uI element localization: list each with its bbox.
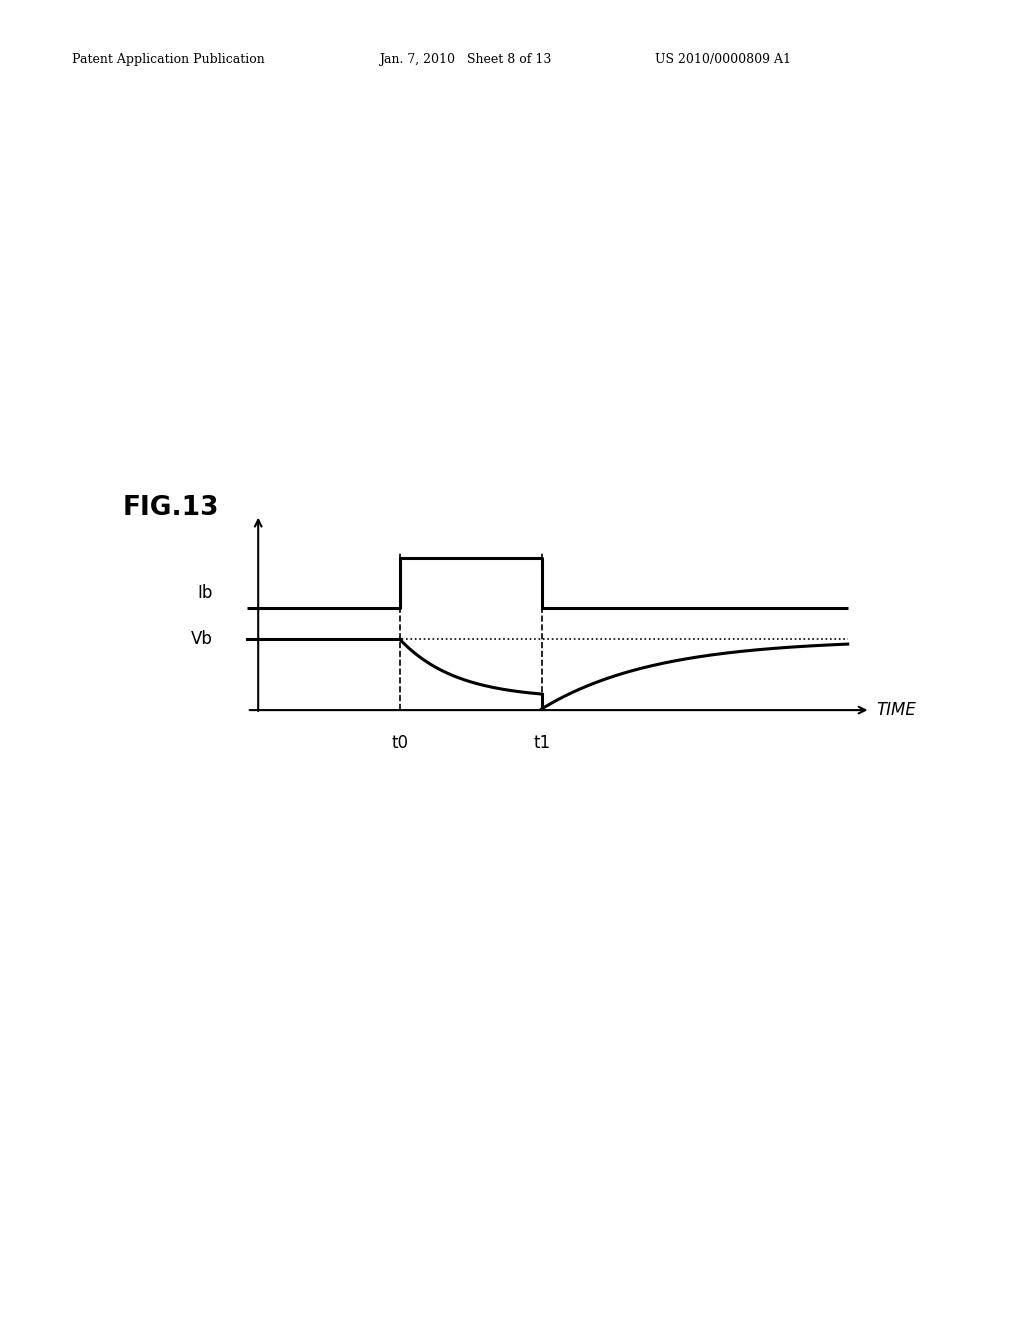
Text: TIME: TIME <box>877 701 915 719</box>
Text: Patent Application Publication: Patent Application Publication <box>72 53 264 66</box>
Text: t1: t1 <box>534 734 550 752</box>
Text: Jan. 7, 2010   Sheet 8 of 13: Jan. 7, 2010 Sheet 8 of 13 <box>379 53 551 66</box>
Text: Vb: Vb <box>190 631 213 648</box>
Text: FIG.13: FIG.13 <box>123 495 219 521</box>
Text: Ib: Ib <box>198 583 213 602</box>
Text: t0: t0 <box>391 734 409 752</box>
Text: US 2010/0000809 A1: US 2010/0000809 A1 <box>655 53 792 66</box>
